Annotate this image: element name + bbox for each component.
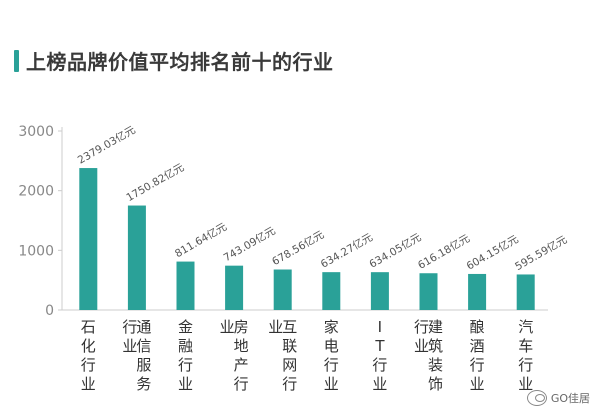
data-label: 616.18亿元 <box>416 231 473 271</box>
bar <box>79 168 98 310</box>
data-label: 678.56亿元 <box>270 228 327 268</box>
category-label: 建筑装饰行业 <box>414 318 443 393</box>
category-label: I T 行业 <box>372 318 387 393</box>
bar <box>273 269 292 310</box>
y-tick-label: 0 <box>45 303 54 319</box>
category-label: 石化行业 <box>81 318 96 393</box>
data-label: 634.27亿元 <box>318 230 375 270</box>
y-tick-label: 1000 <box>18 243 54 259</box>
data-label: 1750.82亿元 <box>124 160 187 204</box>
watermark-text: GO佳居 <box>550 392 590 405</box>
bar <box>225 265 244 310</box>
chart-title: 上榜品牌价值平均排名前十的行业 <box>26 50 334 74</box>
watermark: GO佳居 <box>526 390 590 406</box>
category-label: 汽车行业 <box>518 318 533 393</box>
category-label: 通信服务行业 <box>122 318 151 393</box>
bar <box>516 274 535 310</box>
category-label: 酿酒行业 <box>470 318 485 393</box>
category-label: 家电行业 <box>324 318 339 393</box>
bar <box>419 273 438 310</box>
category-label: 互联网行业 <box>268 318 297 393</box>
bar <box>468 273 487 310</box>
category-label: 金融行业 <box>178 318 193 393</box>
y-tick-label: 2000 <box>18 184 54 200</box>
bar <box>370 272 389 310</box>
data-label: 595.59亿元 <box>513 233 570 273</box>
bar <box>322 272 341 310</box>
bar <box>176 261 195 310</box>
wechat-icon <box>526 390 547 406</box>
bar <box>127 205 146 310</box>
category-label: 房地产行业 <box>220 318 249 393</box>
data-label: 2379.03亿元 <box>75 123 138 167</box>
data-label: 634.05亿元 <box>367 230 424 270</box>
title-accent-bar <box>14 50 19 72</box>
y-tick-label: 3000 <box>18 124 54 140</box>
data-label: 604.15亿元 <box>464 232 521 272</box>
